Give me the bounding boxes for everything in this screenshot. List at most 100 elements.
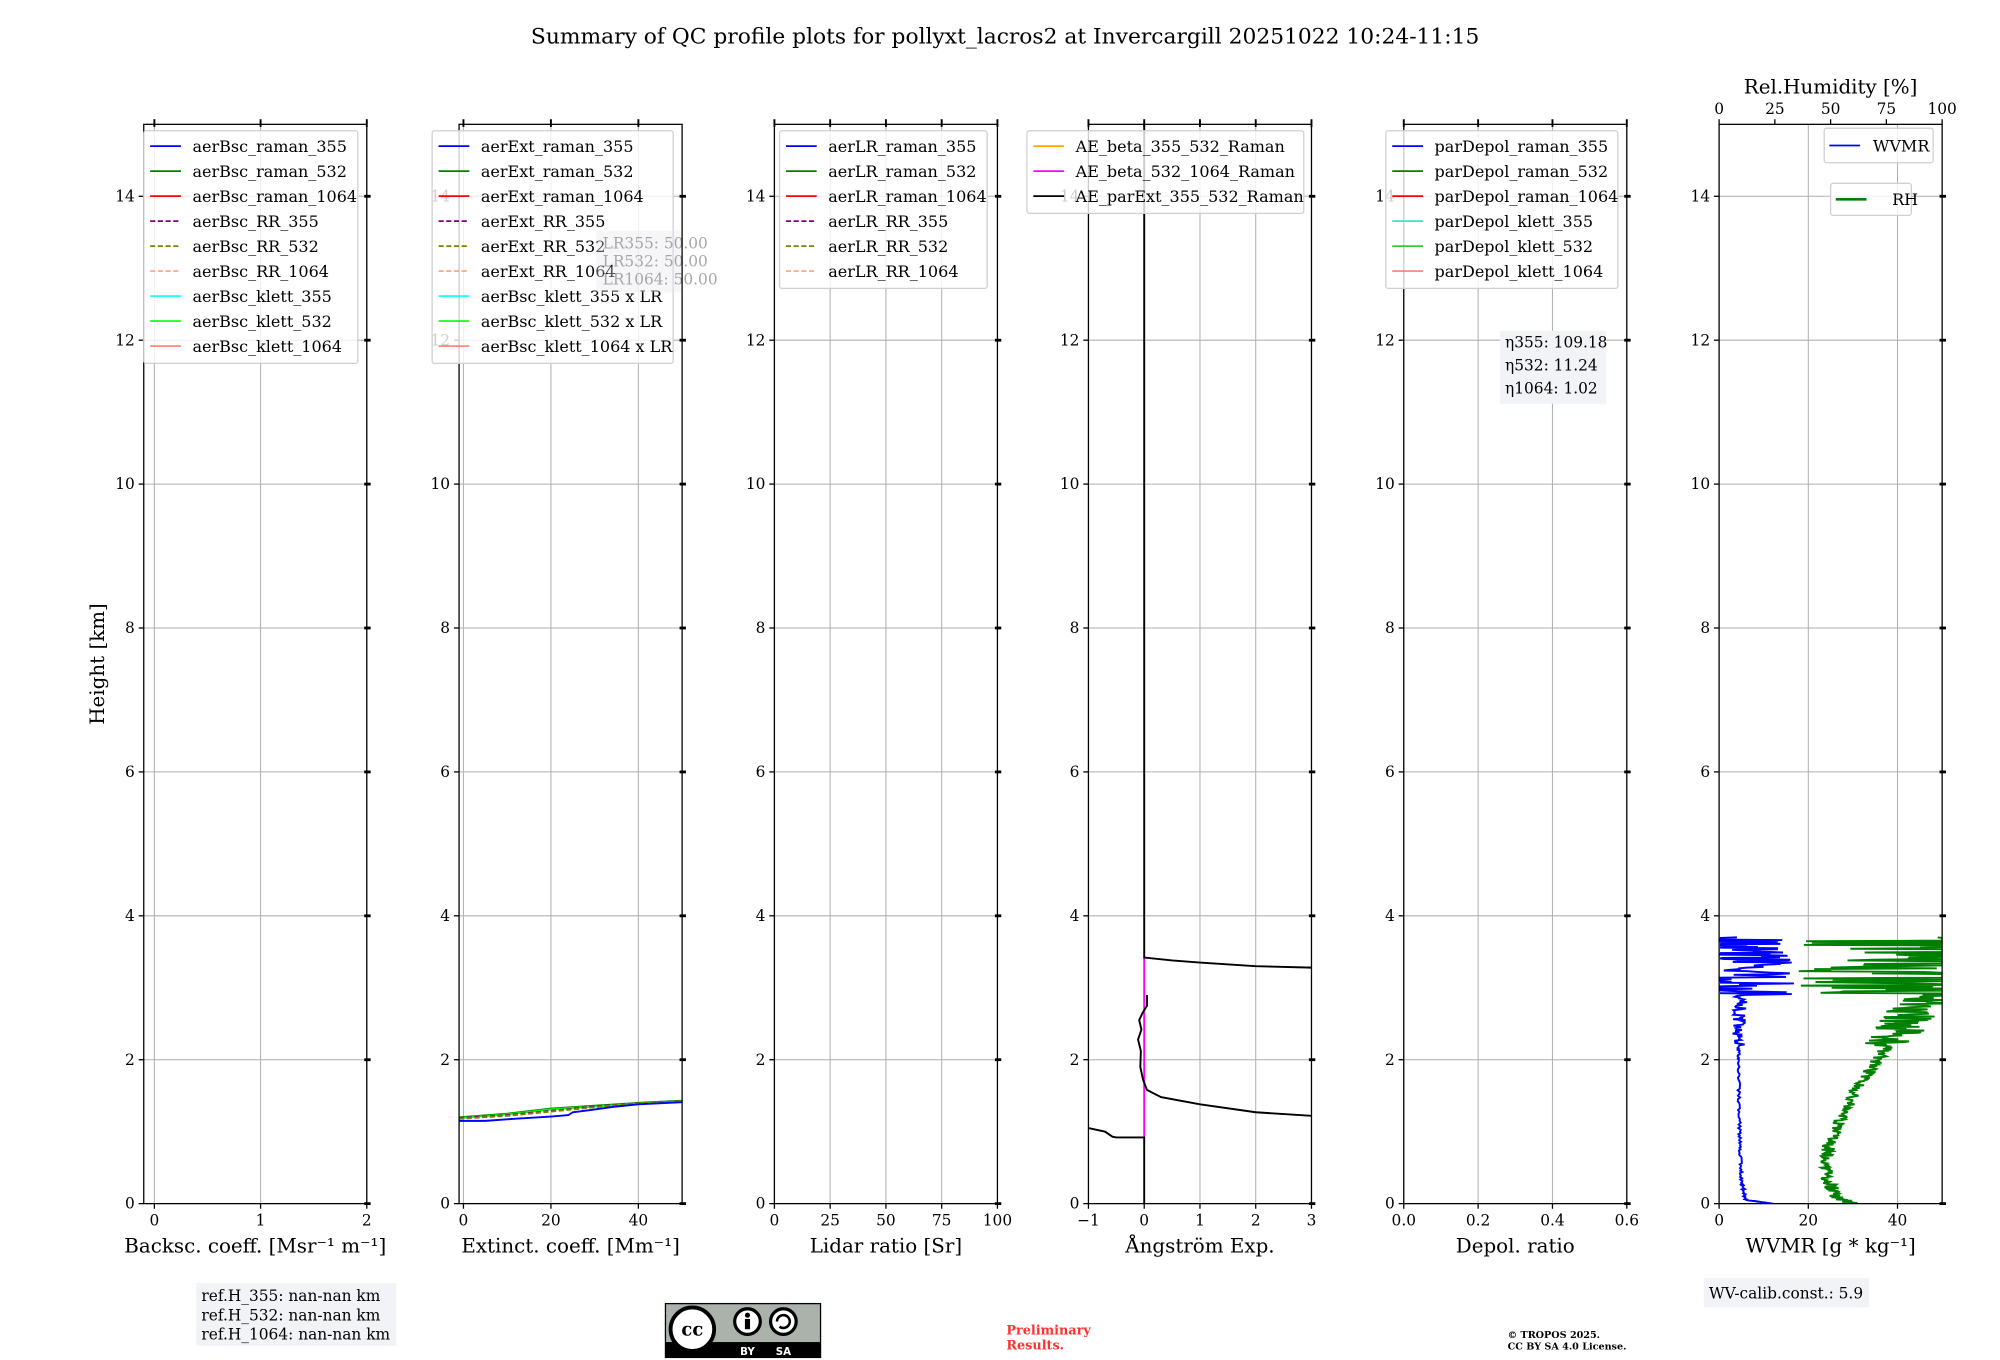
- y-tick-label: 0: [756, 1195, 766, 1213]
- axes-frame: [143, 123, 368, 1205]
- results-label: Results.: [1006, 1339, 1064, 1354]
- by-label: BY: [740, 1346, 755, 1358]
- y-tick-label: 14: [1691, 187, 1711, 205]
- ref-h-532: ref.H_532: nan-nan km: [201, 1306, 380, 1324]
- cc-icon: cc: [681, 1320, 703, 1341]
- y-tick-label: 8: [1070, 619, 1080, 637]
- x-tick-label: −1: [1077, 1211, 1100, 1229]
- eta-info-box: η355: 109.18 η532: 11.24 η1064: 1.02: [1499, 330, 1607, 404]
- legend-box: [1026, 130, 1305, 215]
- x-axis-label: Ångström Exp.: [1124, 1232, 1274, 1257]
- legend: aerLR_raman_355 aerLR_raman_532 aerLR_rama…: [778, 130, 988, 290]
- y-tick-label: 4: [440, 907, 450, 925]
- y-tick-label: 6: [440, 763, 450, 781]
- lidar-ratio-info-box: LR355: 50.00 LR532: 50.00 LR1064: 50.00: [596, 230, 718, 293]
- legend-label: aerBsc_raman_1064: [192, 187, 357, 206]
- legend-label: aerExt_RR_1064: [481, 262, 616, 281]
- legend: parDepol_raman_355 parDepol_raman_532 parD…: [1385, 130, 1619, 290]
- y-tick-label: 14: [115, 187, 135, 205]
- legend-label: WVMR: [1873, 136, 1930, 155]
- y-tick-label: 2: [1070, 1051, 1080, 1069]
- legend: AE_beta_355_532_Raman AE_beta_532_1064_Ra…: [1026, 130, 1305, 215]
- legend-box: [431, 130, 674, 365]
- y-tick-label: 2: [125, 1051, 135, 1069]
- x-tick-label: 3: [1307, 1211, 1317, 1229]
- y-tick-label: 8: [125, 619, 135, 637]
- x-tick-label: 40: [1888, 1211, 1908, 1229]
- y-tick-label: 4: [1070, 907, 1080, 925]
- eta-1064-text: η1064: 1.02: [1505, 380, 1598, 398]
- y-tick-label: 0: [1700, 1195, 1710, 1213]
- x-tick-label: 0: [459, 1211, 469, 1229]
- x-tick-label: 1: [256, 1211, 266, 1229]
- y-tick-label: 12: [746, 331, 766, 349]
- y-tick-label: 10: [1691, 475, 1711, 493]
- y-tick-label: 0: [1385, 1195, 1395, 1213]
- reference-height-box: ref.H_355: nan-nan km ref.H_532: nan-nan…: [196, 1283, 397, 1346]
- legend-box: [1823, 127, 1934, 164]
- y-tick-label: 8: [1385, 619, 1395, 637]
- y-tick-label: 6: [1070, 763, 1080, 781]
- y-tick-label: 10: [115, 475, 135, 493]
- series-line-ae-parext-355-532-raman: [1137, 994, 1312, 1117]
- x-tick-label: 40: [629, 1211, 649, 1229]
- x-axis-label: Backsc. coeff. [Msr⁻¹ m⁻¹]: [124, 1234, 386, 1257]
- legend-label: parDepol_raman_355: [1435, 137, 1609, 156]
- legend-label: aerBsc_RR_532: [192, 237, 318, 256]
- x-axis-label: Depol. ratio: [1456, 1234, 1575, 1257]
- legend-label: aerBsc_klett_532 x LR: [481, 312, 663, 331]
- profile-panel-3: 0 2 4 6 8 10 12 14 0 25 50 75 100 Lidar ratio [Sr] aer…: [746, 119, 1012, 1257]
- legend-label: aerBsc_klett_355: [192, 287, 331, 306]
- legend-label: aerExt_raman_1064: [481, 187, 644, 206]
- y-tick-label: 0: [440, 1195, 450, 1213]
- profile-panel-2: 0246810121402040Extinct. coeff. [Mm⁻¹]ae…: [431, 119, 686, 1257]
- y-tick-label: 10: [1375, 475, 1395, 493]
- figure-title: Summary of QC profile plots for pollyxt_…: [531, 25, 1479, 50]
- legend-label: aerLR_raman_1064: [828, 187, 986, 206]
- y-tick-label: 12: [1375, 331, 1395, 349]
- eta-532-text: η532: 11.24: [1505, 356, 1598, 374]
- series-group: [1088, 124, 1312, 1204]
- legend-label: aerBsc_klett_532: [192, 312, 331, 331]
- legend-label: parDepol_klett_532: [1435, 237, 1594, 256]
- y-tick-label: 12: [1691, 331, 1711, 349]
- x-tick-label: 2: [1251, 1211, 1261, 1229]
- legend-label: aerExt_RR_532: [481, 237, 606, 256]
- x-axis-label: Lidar ratio [Sr]: [810, 1234, 962, 1257]
- legend-label: AE_beta_355_532_Raman: [1075, 137, 1285, 156]
- y-tick-label: 10: [1060, 475, 1080, 493]
- y-tick-label: 4: [756, 907, 766, 925]
- legend-label: aerBsc_klett_355 x LR: [481, 287, 663, 306]
- y-tick-label: 6: [756, 763, 766, 781]
- series-line-wvmr: [1719, 936, 1794, 1204]
- legend-label: aerExt_raman_355: [481, 137, 634, 156]
- license-text: CC BY SA 4.0 License.: [1508, 1342, 1627, 1353]
- legend-wvmr: WVMR: [1823, 127, 1934, 164]
- axes-frame: [458, 123, 683, 1205]
- x-tick-label: 0.0: [1392, 1211, 1416, 1229]
- x-axis-label: Extinct. coeff. [Mm⁻¹]: [461, 1234, 680, 1257]
- series-group: [1719, 936, 1943, 1204]
- y-tick-label: 2: [1700, 1051, 1710, 1069]
- legend: aerBsc_raman_355 aerBsc_raman_532 aerBsc_r…: [143, 130, 359, 365]
- ref-h-1064: ref.H_1064: nan-nan km: [201, 1325, 390, 1343]
- y-tick-label: 4: [1385, 907, 1395, 925]
- sa-label: SA: [776, 1346, 791, 1358]
- top-x-tick-label: 75: [1877, 100, 1897, 118]
- legend-box: [1385, 130, 1619, 290]
- legend-label: aerLR_RR_355: [828, 212, 948, 231]
- x-tick-label: 75: [932, 1211, 952, 1229]
- y-tick-label: 0: [1070, 1195, 1080, 1213]
- y-tick-label: 14: [746, 187, 766, 205]
- eta-355-text: η355: 109.18: [1505, 333, 1607, 351]
- x-tick-label: 2: [362, 1211, 372, 1229]
- legend-box: [143, 130, 359, 365]
- y-tick-label: 12: [115, 331, 135, 349]
- y-tick-label: 2: [756, 1051, 766, 1069]
- wv-calib-text: WV-calib.const.: 5.9: [1709, 1284, 1863, 1302]
- legend-box: [1829, 182, 1913, 216]
- legend-label: aerLR_raman_355: [828, 137, 976, 156]
- cc-by-sa-logo: cc BY SA: [664, 1302, 822, 1359]
